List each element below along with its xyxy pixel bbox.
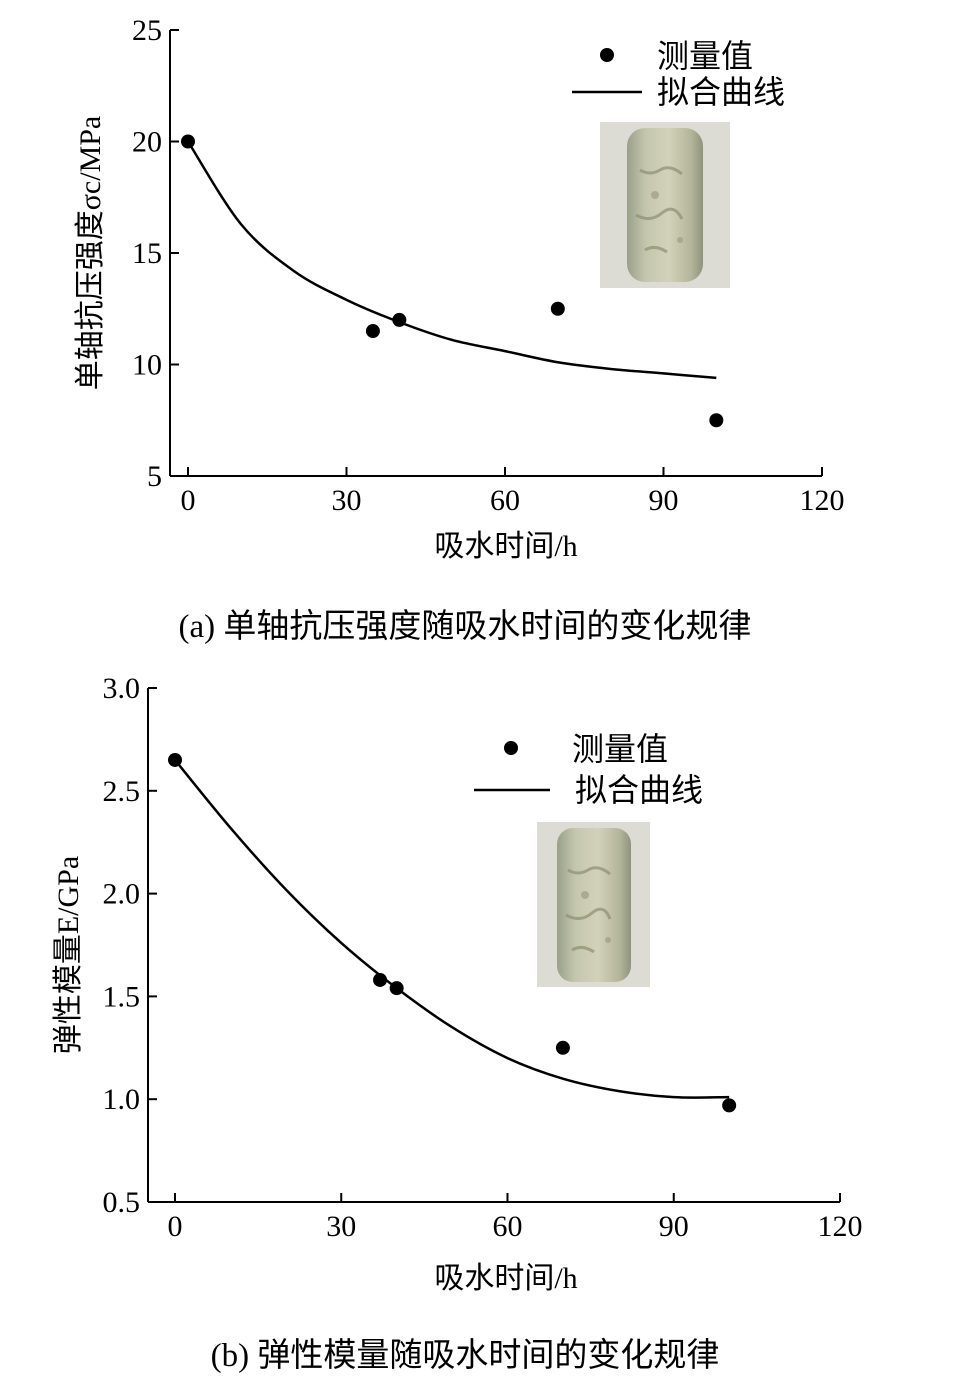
chart-b-legend: 测量值 拟合曲线 (474, 731, 703, 808)
x-tick-label: 60 (490, 484, 520, 517)
x-tick-label: 30 (326, 1210, 356, 1243)
rock-core-image (600, 122, 730, 288)
data-point (722, 1098, 737, 1113)
legend-marker-points (600, 48, 614, 62)
fit-curve (174, 759, 730, 1099)
chart-b-x-axis-title: 吸水时间/h (434, 1262, 577, 1295)
legend-marker-points (504, 741, 518, 755)
chart-a-x-axis-title: 吸水时间/h (434, 530, 577, 563)
x-tick-label: 0 (181, 484, 196, 517)
y-tick-label: 20 (132, 126, 162, 159)
legend-label-line: 拟合曲线 (657, 74, 785, 110)
data-point (550, 301, 565, 316)
x-tick-label: 90 (659, 1210, 689, 1243)
chart-b-elastic-modulus: 0 30 60 90 120 0.5 1.0 1.5 2.0 2.5 3.0 测量值 拟合曲线 吸水… (52, 672, 863, 1374)
x-tick-label: 120 (818, 1210, 863, 1243)
chart-a-y-axis-title: 单轴抗压强度σc/MPa (74, 116, 107, 391)
legend-label-line: 拟合曲线 (575, 772, 703, 808)
fit-curve (186, 140, 717, 380)
legend-label-points: 测量值 (572, 731, 668, 767)
chart-a-caption: (a) 单轴抗压强度随吸水时间的变化规律 (179, 608, 752, 645)
x-tick-label: 30 (332, 484, 362, 517)
rock-core-image (537, 822, 650, 987)
data-point (373, 972, 388, 987)
data-point (555, 1040, 570, 1055)
y-tick-label: 25 (132, 14, 162, 47)
chart-b-y-axis-title: 弹性模量E/GPa (52, 856, 85, 1054)
chart-b-caption: (b) 弹性模量随吸水时间的变化规律 (211, 1337, 720, 1374)
chart-a-ucs: 0 30 60 90 120 5 10 15 20 25 测量值 拟合曲线 吸水时间/h 单轴抗压… (74, 14, 845, 645)
chart-a-legend: 测量值 拟合曲线 (572, 38, 785, 110)
x-tick-label: 60 (493, 1210, 523, 1243)
y-tick-label: 2.5 (103, 775, 141, 808)
y-tick-label: 15 (132, 237, 162, 270)
legend-label-points: 测量值 (657, 38, 753, 74)
data-point (365, 324, 380, 339)
y-tick-label: 1.5 (103, 980, 141, 1013)
x-tick-label: 120 (800, 484, 845, 517)
data-point (709, 413, 724, 428)
x-tick-label: 90 (649, 484, 679, 517)
x-tick-label: 0 (168, 1210, 183, 1243)
y-tick-label: 1.0 (103, 1083, 141, 1116)
y-tick-label: 3.0 (103, 672, 141, 705)
y-tick-label: 2.0 (103, 878, 141, 911)
y-tick-label: 0.5 (103, 1186, 141, 1219)
y-tick-label: 5 (147, 460, 162, 493)
y-tick-label: 10 (132, 349, 162, 382)
